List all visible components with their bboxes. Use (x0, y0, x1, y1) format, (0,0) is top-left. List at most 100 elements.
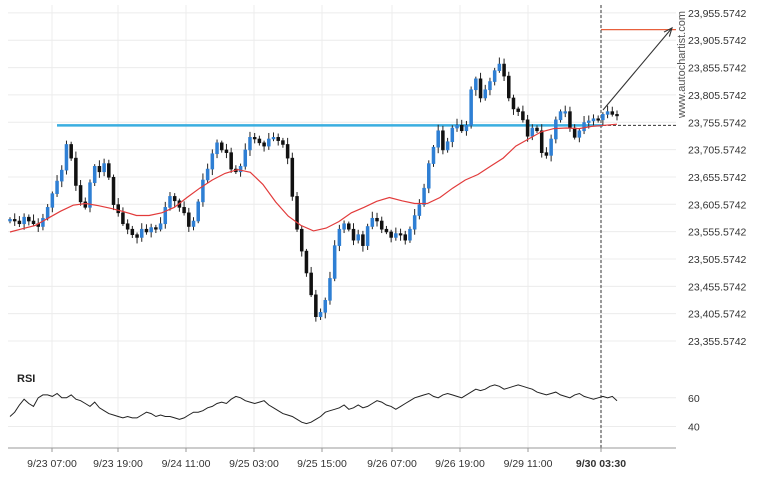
candle-up (530, 127, 535, 137)
candle-down (17, 220, 22, 225)
candle-up (394, 233, 398, 238)
candle-up (455, 125, 459, 129)
candle-up (356, 234, 360, 241)
candle-up (191, 220, 196, 227)
x-tick-label: 9/29 11:00 (504, 458, 553, 470)
candle-up (201, 179, 205, 203)
candle-up (483, 89, 488, 99)
candle-up (215, 142, 219, 155)
candle-down (257, 138, 262, 144)
candle-down (610, 111, 615, 115)
candle-down (384, 228, 389, 233)
candle-up (323, 300, 328, 313)
x-tick-label: 9/26 07:00 (367, 458, 417, 470)
price-tick-label: 23,955.5742 (688, 8, 747, 20)
candle-down (12, 219, 17, 222)
price-tick-label: 23,455.5742 (688, 281, 747, 293)
candle-down (74, 157, 78, 186)
candle-down (116, 204, 120, 214)
candle-up (549, 138, 553, 156)
price-tick-label: 23,555.5742 (688, 227, 747, 239)
candle-up (243, 149, 248, 167)
candle-up (591, 118, 596, 122)
candle-down (516, 108, 520, 112)
candle-up (450, 127, 455, 143)
candle-up (163, 207, 168, 225)
rsi-tick-label: 40 (688, 421, 700, 433)
price-tick-label: 23,855.5742 (688, 63, 747, 75)
candle-down (361, 234, 365, 246)
candle-down (295, 196, 299, 230)
candle-up (60, 169, 64, 182)
candle-up (196, 201, 200, 222)
candle-up (342, 223, 346, 230)
watermark-text: www.autochartist.com (676, 11, 688, 119)
candle-down (511, 97, 516, 110)
candle-up (267, 138, 271, 147)
candle-up (149, 227, 153, 233)
price-tick-label: 23,805.5742 (688, 90, 747, 102)
candle-down (125, 223, 130, 230)
candle-up (445, 141, 450, 151)
candle-up (88, 182, 92, 208)
candle-up (64, 144, 69, 171)
candle-up (328, 278, 332, 301)
candle-down (544, 152, 549, 156)
candle-up (558, 111, 563, 121)
candle-down (502, 63, 506, 77)
candle-down (187, 212, 191, 227)
candle-up (205, 168, 210, 181)
candle-up (45, 207, 50, 219)
candle-up (50, 193, 55, 208)
candle-down (304, 250, 309, 274)
candle-down (111, 176, 116, 205)
candle-down (285, 144, 290, 159)
candle-up (271, 137, 276, 140)
candle-up (92, 166, 97, 184)
candle-down (507, 75, 511, 99)
candle-up (41, 217, 45, 227)
candle-up (601, 114, 605, 121)
candle-up (582, 122, 586, 132)
candle-up (365, 226, 370, 246)
candle-down (459, 125, 464, 132)
candle-down (525, 119, 530, 137)
candle-up (464, 125, 469, 132)
price-tick-label: 23,605.5742 (688, 199, 747, 211)
candle-down (121, 212, 125, 225)
candle-up (497, 63, 502, 71)
x-tick-label: 9/24 11:00 (162, 458, 211, 470)
candle-down (568, 111, 572, 129)
candle-down (403, 234, 408, 241)
candle-up (488, 81, 492, 91)
candle-up (248, 137, 252, 151)
candle-down (535, 127, 539, 132)
candle-down (596, 118, 600, 121)
candle-up (605, 111, 610, 115)
candle-down (31, 220, 36, 225)
candle-up (139, 228, 144, 238)
candle-up (238, 166, 243, 173)
candle-up (408, 228, 412, 241)
candle-down (262, 142, 266, 147)
candle-up (337, 228, 342, 246)
candle-down (182, 207, 186, 214)
candle-down (135, 234, 139, 238)
candle-down (615, 114, 619, 117)
candle-down (572, 127, 577, 138)
candle-down (281, 140, 285, 145)
candle-down (347, 223, 351, 230)
candle-down (144, 228, 149, 233)
candle-down (276, 137, 280, 141)
candle-down (521, 111, 525, 121)
candle-up (577, 130, 582, 138)
candle-down (398, 233, 403, 236)
candle-down (299, 228, 304, 252)
x-tick-label: 9/25 03:00 (229, 458, 279, 470)
candle-down (27, 216, 31, 222)
candle-down (309, 272, 313, 296)
candle-down (478, 78, 483, 99)
candle-up (554, 119, 558, 140)
candle-up (102, 163, 106, 173)
